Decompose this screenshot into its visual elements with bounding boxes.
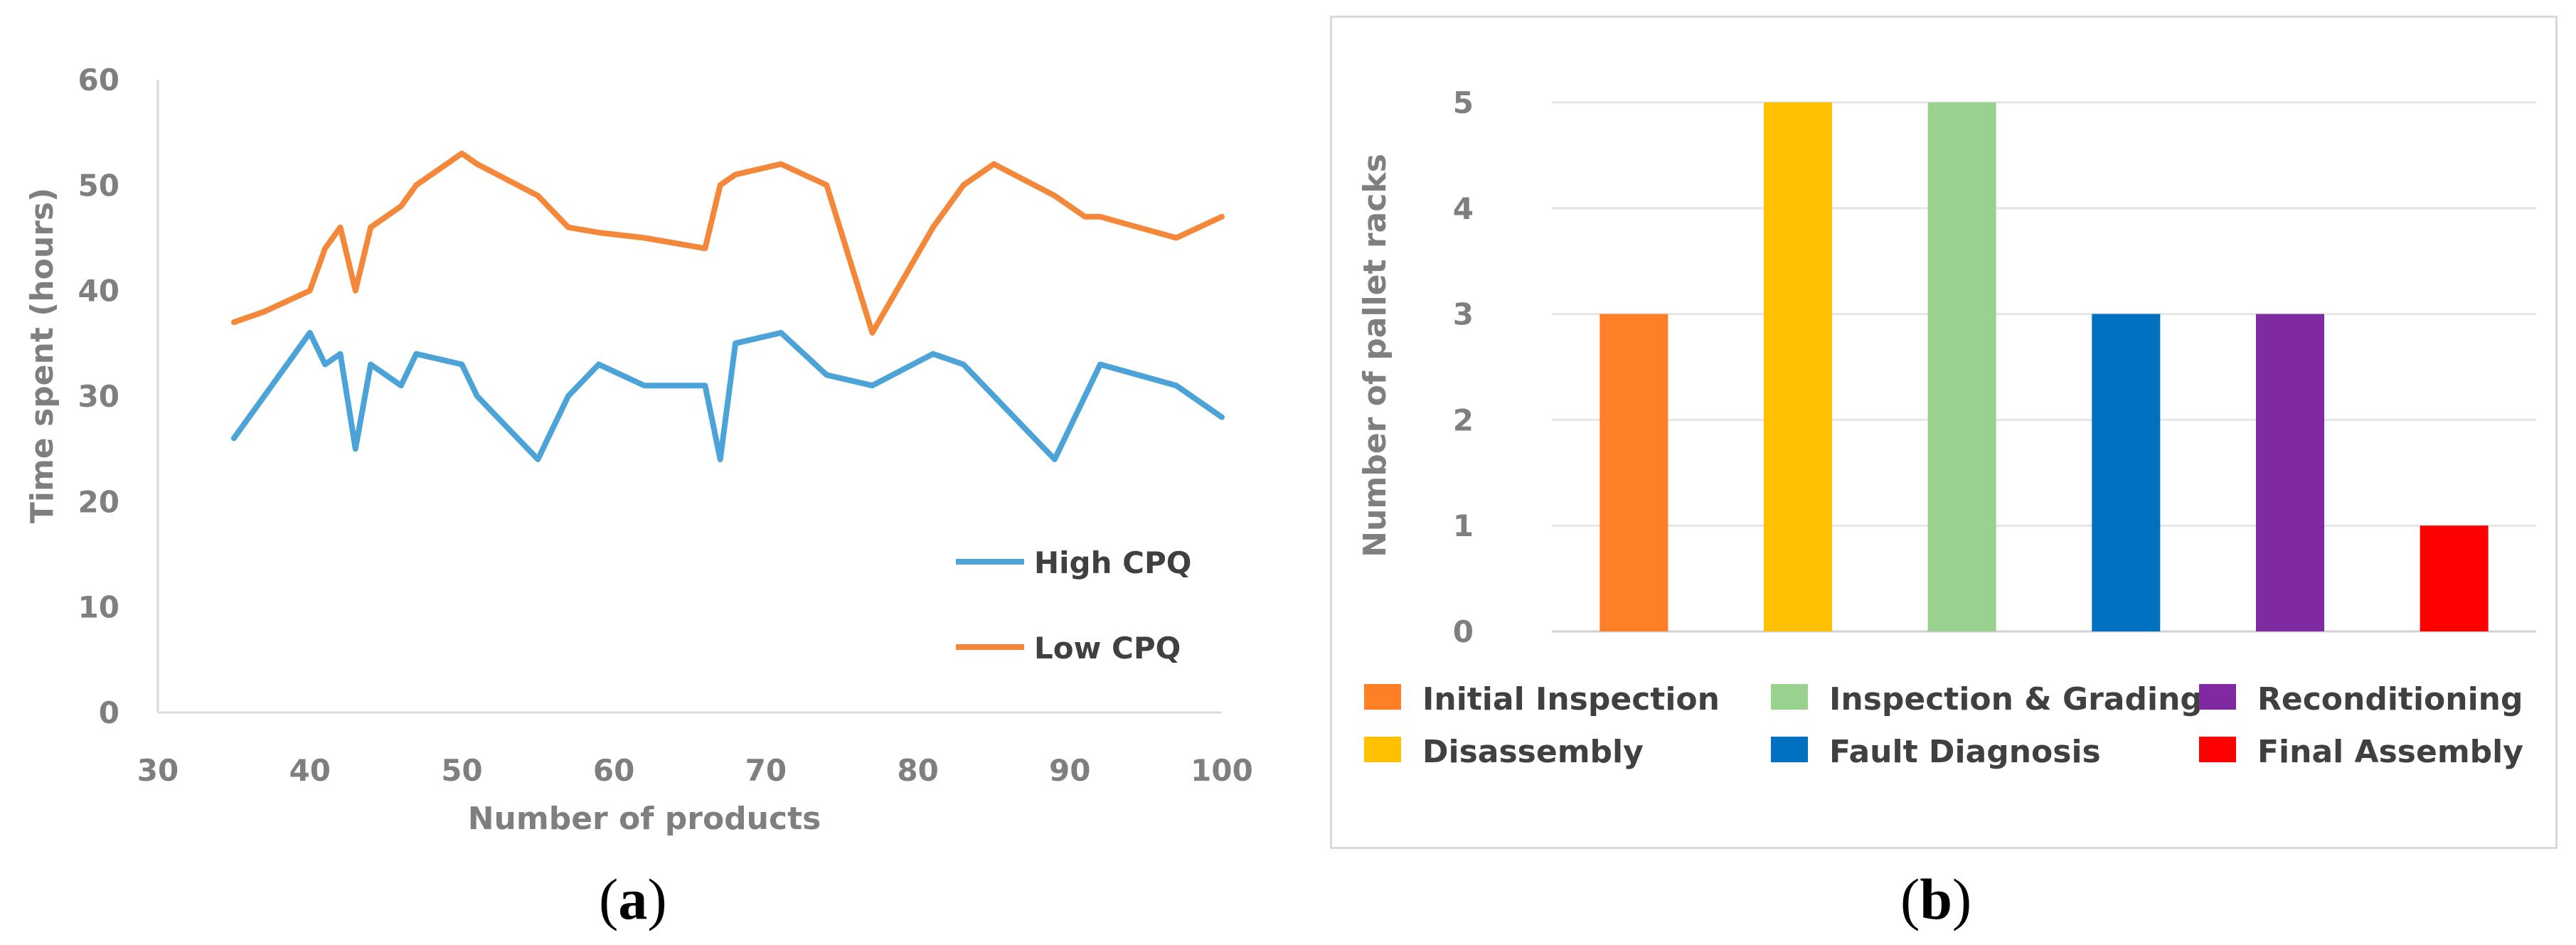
y-tick-label: 1 bbox=[1453, 508, 1474, 543]
y-tick-label: 40 bbox=[78, 274, 119, 309]
caption-a-open: ( bbox=[599, 867, 619, 931]
line-chart-panel: 0 10 20 30 40 50 60 30 40 50 60 70 80 90 100 Time spe… bbox=[0, 0, 1253, 945]
x-tick-label: 80 bbox=[897, 753, 938, 788]
caption-b: (b) bbox=[1900, 866, 1971, 933]
y-axis-label: Time spent (hours) bbox=[24, 188, 60, 523]
bar-inspection-grading bbox=[1927, 102, 1996, 631]
caption-b-letter: b bbox=[1920, 867, 1952, 931]
x-tick-label: 30 bbox=[137, 753, 179, 788]
y-tick-label: 5 bbox=[1453, 85, 1474, 120]
y-tick-label: 0 bbox=[99, 695, 119, 730]
legend-label: Disassembly bbox=[1422, 734, 1644, 770]
bar-chart: 0 1 2 3 4 5 Number of pallet racks Initial In… bbox=[1357, 85, 2536, 770]
series-line-high-cpq bbox=[230, 330, 1225, 462]
caption-a-letter: a bbox=[618, 867, 648, 931]
legend-label: Fault Diagnosis bbox=[1829, 734, 2101, 770]
series-group bbox=[230, 150, 1225, 462]
y-tick-label: 2 bbox=[1453, 402, 1474, 437]
bar-chart-frame bbox=[1330, 16, 2558, 849]
legend-label: Reconditioning bbox=[2257, 681, 2523, 717]
caption-b-open: ( bbox=[1900, 867, 1920, 931]
legend-swatch bbox=[1364, 684, 1401, 710]
y-tick-label: 10 bbox=[78, 590, 119, 625]
bar-fault-diagnosis bbox=[2092, 314, 2161, 631]
x-tick-label: 90 bbox=[1049, 753, 1090, 788]
x-tick-label: 60 bbox=[593, 753, 634, 788]
y-axis: 0 1 2 3 4 5 bbox=[1453, 85, 1474, 649]
bar-final-assembly bbox=[2420, 525, 2489, 631]
bar-disassembly bbox=[1764, 102, 1832, 631]
x-axis: 30 40 50 60 70 80 90 100 bbox=[137, 711, 1253, 788]
bars-group bbox=[1600, 102, 2489, 631]
y-tick-label: 0 bbox=[1453, 614, 1474, 649]
legend-swatch bbox=[1364, 737, 1401, 762]
y-axis-label: Number of pallet racks bbox=[1357, 154, 1393, 557]
legend: High CPQ Low CPQ bbox=[956, 545, 1191, 666]
bar-initial-inspection bbox=[1600, 314, 1668, 631]
series-line-low-cpq bbox=[230, 150, 1225, 336]
x-tick-label: 70 bbox=[745, 753, 787, 788]
legend-label-high-cpq: High CPQ bbox=[1034, 545, 1191, 580]
gridlines bbox=[1552, 101, 2536, 633]
bar-reconditioning bbox=[2256, 314, 2324, 631]
legend-label: Final Assembly bbox=[2257, 734, 2523, 770]
y-tick-label: 30 bbox=[78, 379, 119, 414]
y-tick-label: 20 bbox=[78, 484, 119, 519]
legend-label: Initial Inspection bbox=[1422, 681, 1720, 717]
y-axis: 0 10 20 30 40 50 60 bbox=[78, 63, 159, 730]
y-tick-label: 50 bbox=[78, 168, 119, 203]
caption-a-close: ) bbox=[647, 867, 667, 931]
legend: Initial Inspection Disassembly Inspection … bbox=[1364, 681, 2523, 770]
legend-swatch bbox=[1771, 737, 1808, 762]
caption-b-close: ) bbox=[1952, 867, 1972, 931]
legend-label: Inspection & Grading bbox=[1829, 681, 2203, 717]
legend-swatch bbox=[2199, 737, 2236, 762]
caption-a: (a) bbox=[599, 866, 667, 933]
x-tick-label: 50 bbox=[441, 753, 482, 788]
y-tick-label: 4 bbox=[1453, 191, 1474, 226]
legend-swatch bbox=[1771, 684, 1808, 710]
legend-label-low-cpq: Low CPQ bbox=[1034, 631, 1181, 666]
legend-swatch bbox=[2199, 684, 2236, 710]
bar-chart-panel: 0 1 2 3 4 5 Number of pallet racks Initial In… bbox=[1323, 0, 2576, 945]
line-chart: 0 10 20 30 40 50 60 30 40 50 60 70 80 90 100 Time spe… bbox=[24, 63, 1253, 837]
x-axis-label: Number of products bbox=[468, 801, 821, 837]
y-tick-label: 3 bbox=[1453, 297, 1474, 332]
x-tick-label: 100 bbox=[1191, 753, 1253, 788]
y-tick-label: 60 bbox=[78, 63, 119, 97]
x-tick-label: 40 bbox=[289, 753, 330, 788]
